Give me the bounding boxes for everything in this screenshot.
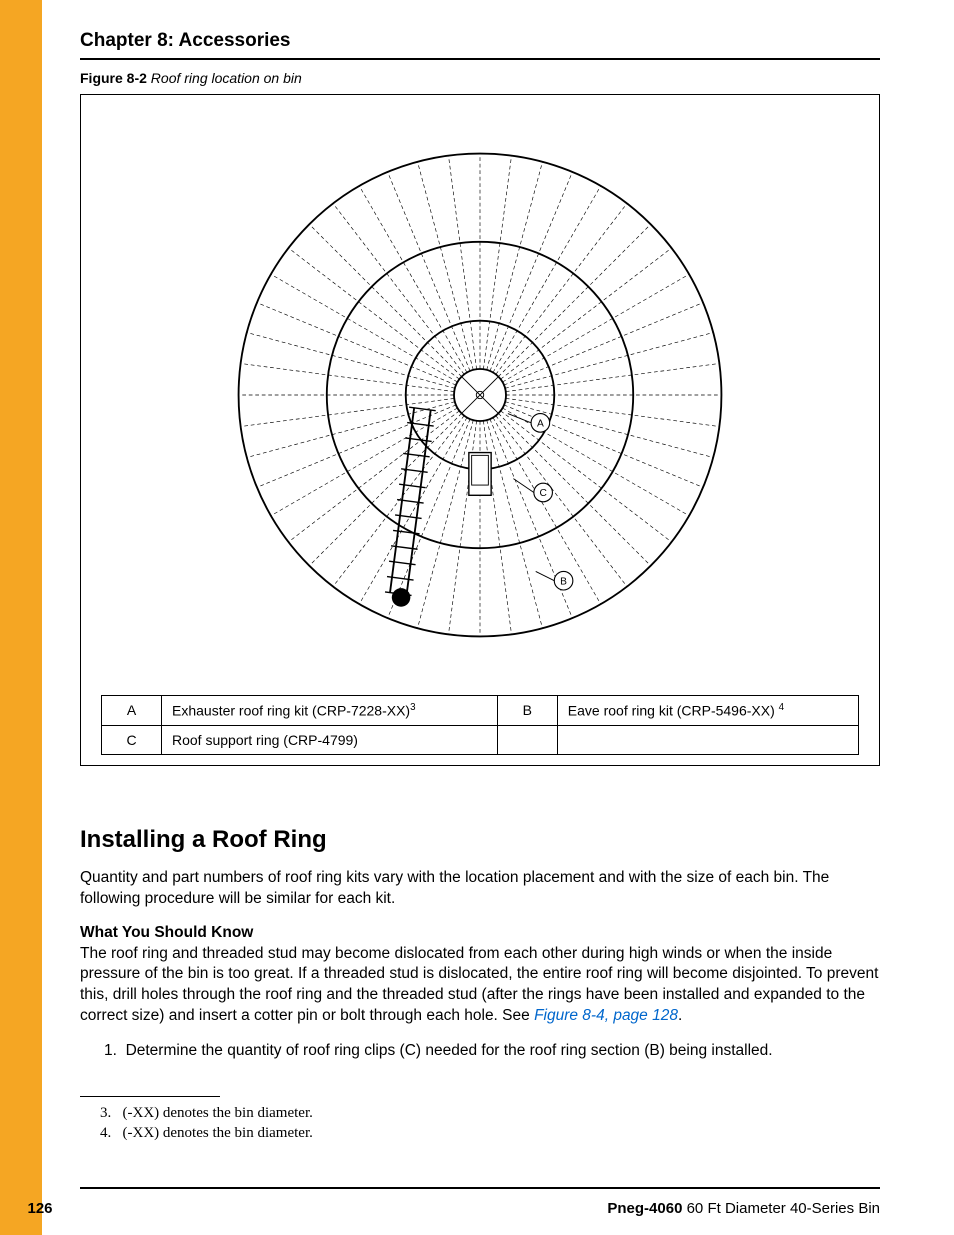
legend-letter: A xyxy=(102,696,162,726)
figure-legend-table: A Exhauster roof ring kit (CRP-7228-XX)3… xyxy=(101,695,859,755)
roof-ring-svg: A C B xyxy=(220,115,740,675)
footnote-rule xyxy=(80,1096,220,1097)
what-you-should-know-text: The roof ring and threaded stud may beco… xyxy=(80,944,880,1028)
figure-cross-ref-link[interactable]: Figure 8-4, page 128 xyxy=(534,1007,678,1024)
legend-letter: B xyxy=(497,696,557,726)
footer-rule xyxy=(80,1187,880,1189)
svg-text:C: C xyxy=(539,488,546,499)
footnote-4: 4. (-XX) denotes the bin diameter. xyxy=(100,1123,880,1143)
svg-text:A: A xyxy=(537,419,544,430)
footer-text: Pneg-4060 60 Ft Diameter 40-Series Bin xyxy=(607,1200,880,1217)
legend-desc: Exhauster roof ring kit (CRP-7228-XX)3 xyxy=(162,696,498,726)
section-intro: Quantity and part numbers of roof ring k… xyxy=(80,868,880,910)
legend-desc: Eave roof ring kit (CRP-5496-XX) 4 xyxy=(557,696,858,726)
legend-desc xyxy=(557,725,858,754)
section-heading: Installing a Roof Ring xyxy=(80,826,880,854)
roof-ring-diagram: A C B xyxy=(101,115,859,675)
page-content: Chapter 8: Accessories Figure 8-2 Roof r… xyxy=(80,30,880,1144)
legend-desc: Roof support ring (CRP-4799) xyxy=(162,725,498,754)
legend-letter xyxy=(497,725,557,754)
figure-label: Figure 8-2 xyxy=(80,70,147,86)
svg-text:B: B xyxy=(560,576,567,587)
footnote-3: 3. (-XX) denotes the bin diameter. xyxy=(100,1103,880,1123)
figure-caption: Figure 8-2 Roof ring location on bin xyxy=(80,70,880,86)
what-you-should-know-heading: What You Should Know xyxy=(80,924,880,942)
legend-letter: C xyxy=(102,725,162,754)
figure-box: ACB A Exhauster roof ring kit (CRP-7228-… xyxy=(80,94,880,766)
figure-title: Roof ring location on bin xyxy=(151,70,302,86)
chapter-title: Chapter 8: Accessories xyxy=(80,30,880,60)
page-number: 126 xyxy=(0,1200,80,1217)
step-1: 1. Determine the quantity of roof ring c… xyxy=(104,1041,880,1062)
page-accent-bar xyxy=(0,0,42,1235)
